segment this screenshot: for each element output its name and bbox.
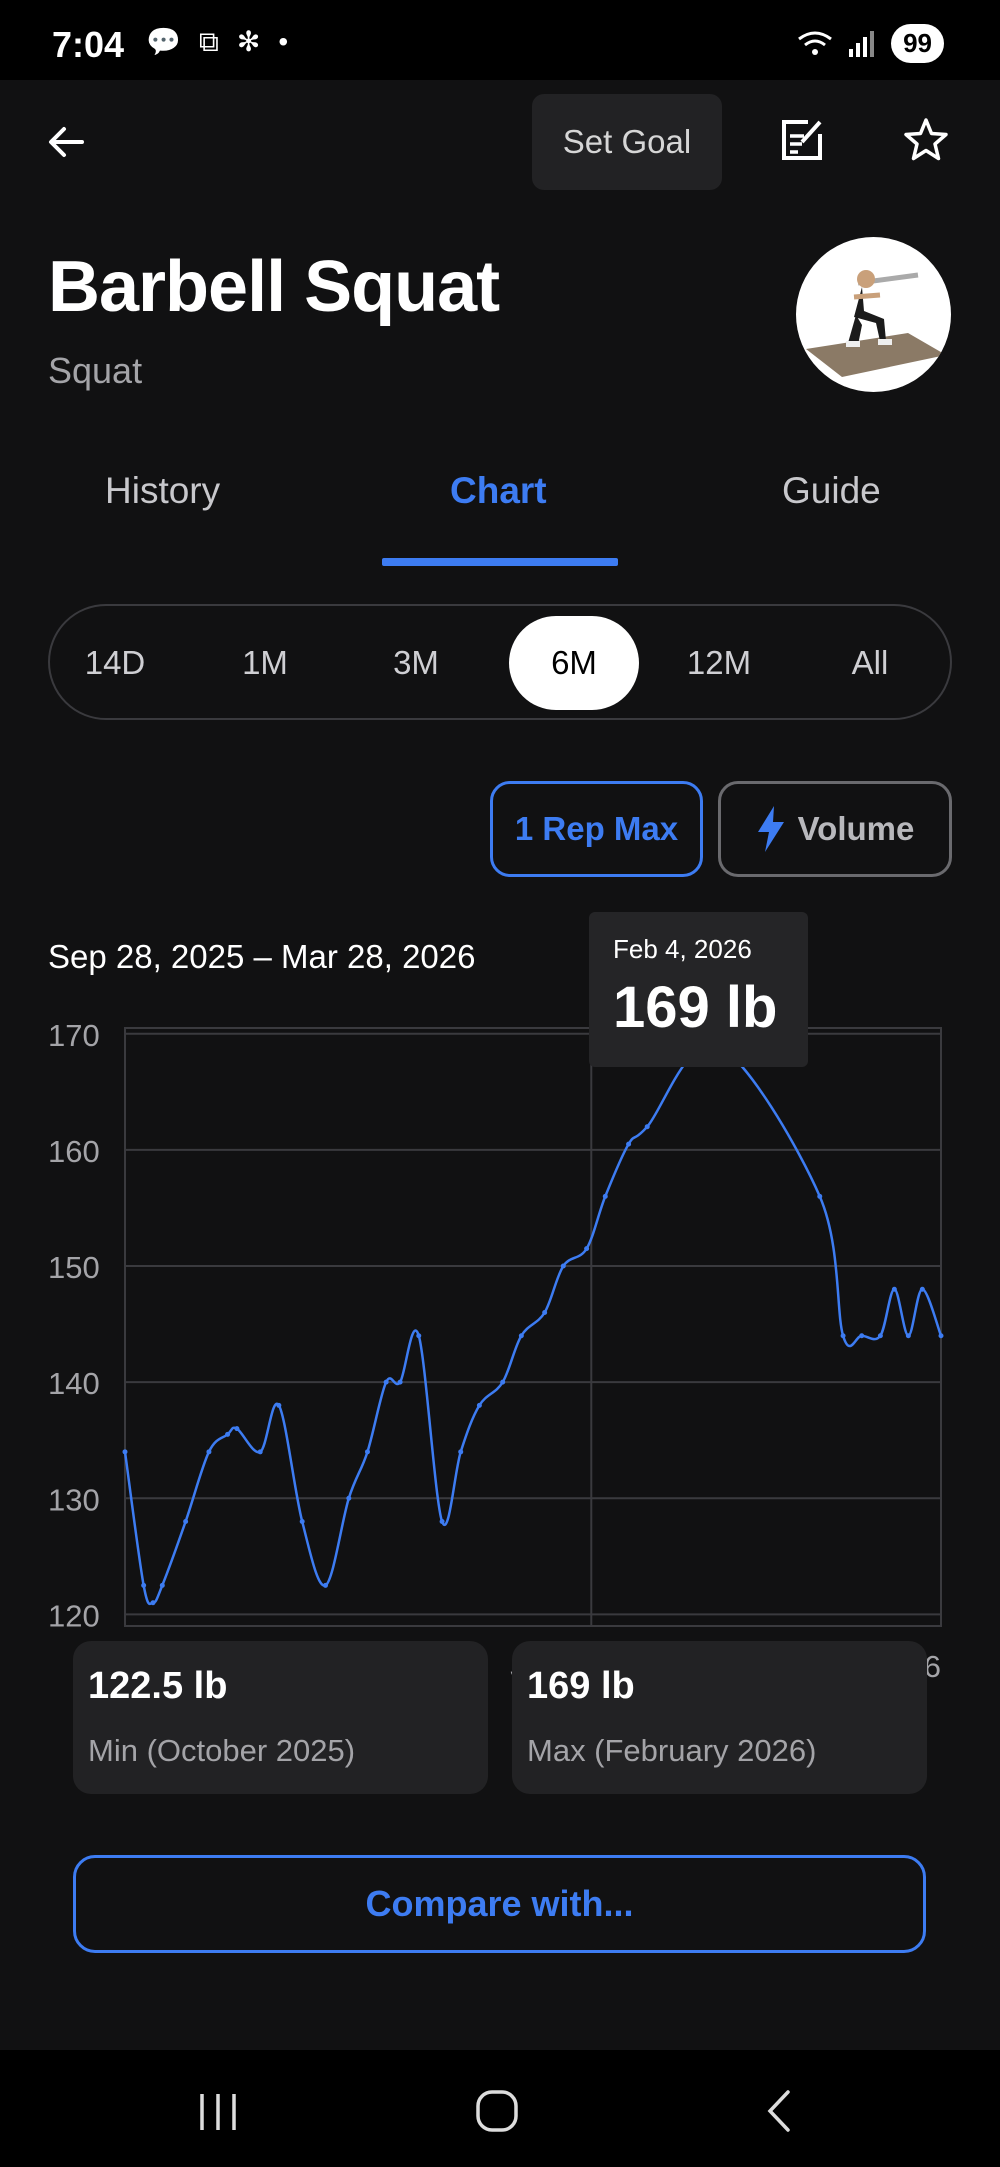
data-point bbox=[323, 1582, 329, 1588]
data-point bbox=[383, 1379, 389, 1385]
battery-indicator: 99 bbox=[891, 24, 944, 63]
volume-label: Volume bbox=[797, 810, 915, 847]
tab-guide[interactable]: Guide bbox=[782, 470, 881, 511]
nav-back-icon[interactable] bbox=[760, 2088, 800, 2134]
tooltip-value: 169 lb bbox=[613, 975, 778, 1040]
exercise-image bbox=[796, 237, 951, 392]
range-14d[interactable]: 14D bbox=[84, 644, 146, 681]
data-point bbox=[859, 1333, 865, 1339]
wifi-icon bbox=[798, 31, 832, 55]
dot-icon: • bbox=[278, 26, 289, 57]
tooltip-date: Feb 4, 2026 bbox=[613, 934, 752, 964]
system-icons: 99 bbox=[797, 24, 944, 63]
y-tick-label: 170 bbox=[48, 1018, 100, 1053]
one-rep-max-chart: 120130140150160170Sep 30, 2025Jan 8, 202… bbox=[48, 1018, 944, 1684]
data-point bbox=[905, 1333, 911, 1339]
data-point bbox=[159, 1582, 165, 1588]
star-icon bbox=[904, 118, 948, 161]
one-rep-max-toggle[interactable]: 1 Rep Max bbox=[490, 781, 703, 877]
data-point bbox=[206, 1449, 212, 1455]
data-point bbox=[919, 1286, 925, 1292]
data-point bbox=[500, 1379, 506, 1385]
min-stat-card: 122.5 lb Min (October 2025) bbox=[73, 1641, 488, 1794]
data-point bbox=[891, 1286, 897, 1292]
range-all[interactable]: All bbox=[851, 644, 889, 681]
data-point bbox=[122, 1449, 128, 1455]
data-point bbox=[840, 1333, 846, 1339]
edit-button[interactable] bbox=[778, 116, 826, 164]
min-value: 122.5 lb bbox=[88, 1665, 228, 1707]
data-point bbox=[602, 1193, 608, 1199]
data-point bbox=[183, 1518, 189, 1524]
data-point bbox=[234, 1426, 240, 1432]
tab-history[interactable]: History bbox=[105, 470, 221, 511]
active-tab-indicator bbox=[382, 558, 618, 566]
data-point bbox=[439, 1518, 445, 1524]
tab-chart[interactable]: Chart bbox=[450, 470, 547, 511]
data-point bbox=[938, 1333, 944, 1339]
min-label: Min (October 2025) bbox=[88, 1733, 356, 1768]
range-6m[interactable]: 6M bbox=[509, 616, 639, 710]
data-point bbox=[644, 1124, 650, 1130]
y-tick-label: 160 bbox=[48, 1134, 100, 1169]
set-goal-button[interactable]: Set Goal bbox=[532, 94, 722, 190]
data-point bbox=[817, 1193, 823, 1199]
home-icon[interactable] bbox=[474, 2088, 520, 2134]
max-stat-card: 169 lb Max (February 2026) bbox=[512, 1641, 927, 1794]
data-point bbox=[257, 1449, 263, 1455]
data-point bbox=[458, 1449, 464, 1455]
data-point bbox=[877, 1333, 883, 1339]
data-point bbox=[299, 1518, 305, 1524]
data-point bbox=[584, 1246, 590, 1252]
data-point bbox=[542, 1309, 548, 1315]
exercise-title: Barbell Squat bbox=[48, 247, 500, 327]
chat-icon: 💬 bbox=[146, 26, 181, 57]
data-point bbox=[150, 1600, 156, 1606]
time-range-selector: 14D 1M 3M 6M 12M All bbox=[48, 604, 952, 720]
data-point bbox=[397, 1379, 403, 1385]
tab-bar: History Chart Guide bbox=[0, 470, 1000, 550]
date-range-label: Sep 28, 2025 – Mar 28, 2026 bbox=[48, 938, 476, 975]
status-bar: 7:04 💬 ⧉ ✻ • 99 bbox=[0, 0, 1000, 80]
data-point bbox=[476, 1402, 482, 1408]
data-point bbox=[626, 1141, 632, 1147]
squat-figure-image bbox=[806, 270, 946, 377]
exercise-subtitle: Squat bbox=[48, 350, 143, 391]
data-point bbox=[225, 1431, 231, 1437]
recent-apps-icon[interactable] bbox=[196, 2090, 240, 2134]
app-icon: ✻ bbox=[236, 26, 261, 57]
y-tick-label: 120 bbox=[48, 1598, 100, 1633]
y-tick-label: 130 bbox=[48, 1482, 100, 1517]
data-point bbox=[416, 1333, 422, 1339]
range-3m[interactable]: 3M bbox=[393, 644, 439, 681]
lightning-icon bbox=[757, 806, 784, 852]
screenshot-icon: ⧉ bbox=[198, 26, 219, 57]
edit-icon bbox=[782, 120, 822, 160]
data-point bbox=[141, 1582, 147, 1588]
data-point bbox=[364, 1449, 370, 1455]
plot-frame bbox=[124, 1027, 942, 1627]
arrow-left-icon bbox=[49, 127, 84, 157]
system-nav-bar bbox=[0, 2050, 1000, 2167]
back-button[interactable] bbox=[40, 116, 92, 168]
y-tick-label: 140 bbox=[48, 1366, 100, 1401]
signal-icon bbox=[849, 30, 875, 57]
chart-tooltip: Feb 4, 2026 169 lb bbox=[589, 912, 808, 1067]
max-value: 169 lb bbox=[527, 1665, 635, 1707]
y-tick-label: 150 bbox=[48, 1250, 100, 1285]
data-point bbox=[346, 1495, 352, 1501]
max-label: Max (February 2026) bbox=[527, 1733, 817, 1768]
data-point bbox=[518, 1333, 524, 1339]
data-point bbox=[276, 1402, 282, 1408]
range-1m[interactable]: 1M bbox=[242, 644, 288, 681]
volume-toggle[interactable]: Volume bbox=[718, 781, 952, 877]
series-line bbox=[123, 1043, 943, 1606]
data-point bbox=[560, 1263, 566, 1269]
status-time: 7:04 bbox=[52, 24, 125, 65]
compare-button[interactable]: Compare with... bbox=[73, 1855, 926, 1953]
notification-icons: 💬 ⧉ ✻ • bbox=[146, 28, 288, 56]
range-12m[interactable]: 12M bbox=[686, 644, 752, 681]
favorite-button[interactable] bbox=[902, 116, 950, 164]
